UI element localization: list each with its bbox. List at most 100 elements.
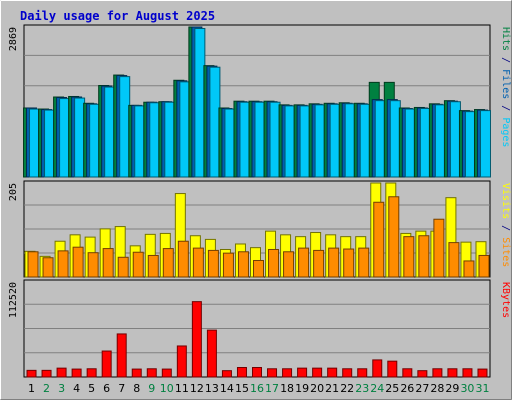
legend-entry: / (500, 51, 511, 69)
bar-pages-day-31 (479, 110, 491, 178)
day-label-27: 27 (415, 382, 429, 395)
legend-entry: Files (500, 69, 511, 99)
day-label-1: 1 (28, 382, 35, 395)
day-label-16: 16 (250, 382, 264, 395)
day-label-3: 3 (58, 382, 65, 395)
bar-kbytes-day-8 (131, 368, 142, 378)
bar-sites-day-31 (478, 254, 490, 278)
day-label-17: 17 (265, 382, 279, 395)
bar-sites-day-5 (87, 252, 99, 278)
legend-visits: Visits / Sites (500, 183, 511, 267)
bar-sites-day-6 (102, 248, 114, 278)
day-label-13: 13 (205, 382, 219, 395)
bar-sites-day-3 (57, 250, 69, 278)
day-label-29: 29 (445, 382, 459, 395)
legend-kbytes: KBytes (500, 282, 511, 318)
bar-pages-day-7 (119, 76, 131, 178)
bar-sites-day-22 (343, 248, 355, 278)
bar-sites-day-29 (448, 242, 460, 278)
bar-kbytes-day-19 (297, 367, 308, 378)
day-label-24: 24 (370, 382, 384, 395)
legend-entry: / (500, 219, 511, 237)
legend-entry: Visits (500, 183, 511, 219)
bar-pages-day-21 (329, 103, 341, 178)
bar-kbytes-day-14 (221, 370, 232, 378)
bar-kbytes-day-23 (357, 368, 368, 378)
bar-pages-day-9 (149, 102, 161, 178)
bar-kbytes-day-12 (191, 301, 202, 378)
day-label-10: 10 (160, 382, 174, 395)
bar-sites-day-25 (388, 196, 400, 278)
max-value-label-visits: 205 (8, 183, 19, 201)
bar-sites-day-15 (237, 251, 249, 278)
bar-pages-day-29 (449, 101, 461, 178)
bar-kbytes-day-10 (161, 368, 172, 378)
day-label-20: 20 (310, 382, 324, 395)
bar-sites-day-16 (253, 259, 264, 278)
day-label-2: 2 (43, 382, 50, 395)
day-label-30: 30 (460, 382, 474, 395)
bar-kbytes-day-7 (116, 333, 127, 378)
bar-pages-day-4 (74, 97, 86, 178)
bar-kbytes-day-17 (267, 368, 278, 378)
bar-kbytes-day-1 (26, 369, 37, 378)
legend-entry: Pages (500, 117, 511, 147)
bar-sites-day-19 (298, 247, 310, 278)
bar-sites-day-4 (72, 246, 84, 278)
bar-kbytes-day-4 (71, 368, 82, 378)
bar-pages-day-22 (344, 103, 356, 178)
bar-pages-day-23 (359, 103, 371, 178)
panel-hits: 2869 Hits / Files / Pages (8, 24, 511, 178)
bar-pages-day-10 (164, 101, 176, 178)
day-label-6: 6 (103, 382, 110, 395)
day-label-7: 7 (118, 382, 125, 395)
bar-pages-day-19 (299, 105, 311, 178)
bar-kbytes-day-18 (282, 368, 293, 378)
day-label-21: 21 (325, 382, 339, 395)
bar-sites-day-28 (433, 218, 445, 278)
day-label-14: 14 (220, 382, 234, 395)
bar-pages-day-11 (179, 81, 191, 178)
legend-entry: KBytes (500, 282, 511, 318)
bar-pages-day-25 (389, 100, 401, 178)
day-label-4: 4 (73, 382, 80, 395)
bar-pages-day-8 (134, 105, 146, 178)
panel-visits: 205 Visits / Sites (8, 180, 511, 278)
bar-sites-day-7 (117, 256, 129, 278)
bar-pages-day-15 (239, 101, 251, 178)
bar-sites-day-14 (222, 252, 234, 278)
day-label-25: 25 (385, 382, 399, 395)
bar-kbytes-day-5 (86, 368, 97, 378)
bar-pages-day-17 (269, 101, 281, 178)
bar-sites-day-26 (403, 236, 415, 278)
chart-title: Daily usage for August 2025 (20, 9, 215, 23)
bar-pages-day-12 (194, 28, 206, 178)
day-label-28: 28 (430, 382, 444, 395)
bar-sites-day-11 (177, 240, 189, 278)
legend-entry: Sites (500, 237, 511, 267)
day-label-31: 31 (475, 382, 489, 395)
bar-kbytes-day-27 (417, 370, 428, 378)
day-label-9: 9 (148, 382, 155, 395)
bar-kbytes-day-31 (477, 368, 488, 378)
day-label-23: 23 (355, 382, 369, 395)
bar-sites-day-30 (463, 260, 475, 278)
bar-kbytes-day-29 (447, 368, 458, 378)
legend-entry: Hits (500, 27, 511, 51)
max-value-label-kbytes: 112520 (8, 282, 19, 318)
bar-sites-day-13 (207, 249, 219, 278)
bar-sites-day-27 (418, 235, 430, 278)
bar-kbytes-day-2 (41, 369, 52, 378)
bar-pages-day-30 (464, 111, 476, 178)
bar-sites-day-17 (268, 248, 280, 278)
day-label-19: 19 (295, 382, 309, 395)
bar-pages-day-6 (104, 86, 116, 178)
bar-pages-day-5 (89, 103, 101, 178)
bar-kbytes-day-30 (462, 368, 473, 378)
bar-kbytes-day-6 (101, 350, 112, 378)
bar-kbytes-day-11 (176, 345, 187, 378)
legend-entry: / (500, 99, 511, 117)
x-axis-day-labels: 1 2 3 4 5 6 7 8 9 10 11 12 13 14 15 16 17 18 19 20 21 22 23 24 2… (28, 382, 489, 395)
bar-sites-day-20 (313, 249, 325, 278)
